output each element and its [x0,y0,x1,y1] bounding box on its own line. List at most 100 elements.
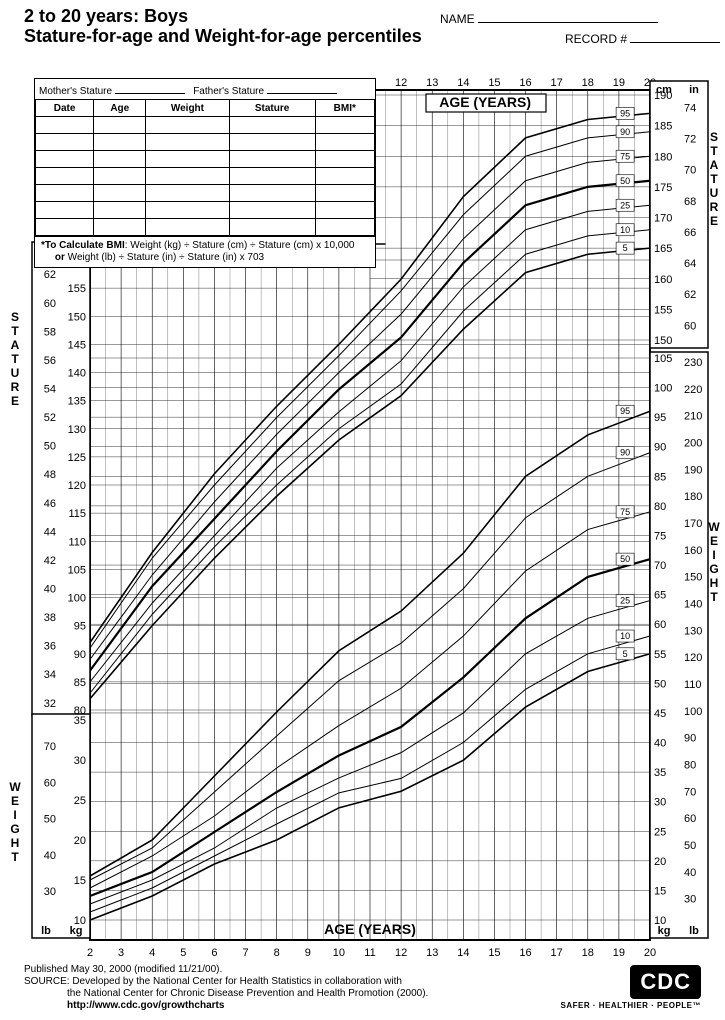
svg-text:100: 100 [684,706,702,718]
svg-text:175: 175 [654,182,672,194]
svg-text:190: 190 [684,464,702,476]
svg-text:56: 56 [44,355,56,367]
svg-text:35: 35 [654,767,666,779]
svg-text:19: 19 [613,77,625,89]
svg-text:72: 72 [684,134,696,146]
svg-text:50: 50 [654,678,666,690]
svg-text:3: 3 [118,947,124,959]
svg-text:50: 50 [684,840,696,852]
svg-text:40: 40 [44,850,56,862]
svg-text:25: 25 [654,826,666,838]
svg-text:90: 90 [620,448,630,458]
svg-text:150: 150 [68,311,86,323]
svg-text:100: 100 [654,383,672,395]
svg-text:40: 40 [684,867,696,879]
svg-text:48: 48 [44,469,56,481]
svg-text:110: 110 [684,679,702,691]
svg-text:200: 200 [684,437,702,449]
svg-text:140: 140 [684,598,702,610]
svg-text:60: 60 [44,777,56,789]
svg-text:115: 115 [68,508,86,520]
svg-text:75: 75 [654,530,666,542]
svg-text:20: 20 [644,947,656,959]
svg-text:80: 80 [654,501,666,513]
svg-text:AGE (YEARS): AGE (YEARS) [324,921,416,937]
bmi-note: *To Calculate BMI: Weight (kg) ÷ Stature… [35,236,375,267]
svg-text:7: 7 [242,947,248,959]
cdc-logo: CDC SAFER · HEALTHIER · PEOPLE™ [561,965,701,1010]
svg-text:180: 180 [684,491,702,503]
svg-text:70: 70 [44,741,56,753]
svg-text:85: 85 [74,677,86,689]
svg-text:5: 5 [623,243,628,253]
svg-text:230: 230 [684,357,702,369]
svg-text:42: 42 [44,555,56,567]
svg-text:130: 130 [684,625,702,637]
svg-text:5: 5 [623,649,628,659]
svg-text:2: 2 [87,947,93,959]
svg-text:16: 16 [519,77,531,89]
svg-text:95: 95 [74,621,86,633]
svg-text:85: 85 [654,471,666,483]
svg-text:30: 30 [44,886,56,898]
svg-text:155: 155 [68,283,86,295]
svg-text:13: 13 [426,947,438,959]
svg-text:50: 50 [44,814,56,826]
svg-text:170: 170 [684,518,702,530]
svg-text:10: 10 [620,225,630,235]
svg-text:58: 58 [44,326,56,338]
svg-text:14: 14 [457,77,469,89]
svg-text:8: 8 [274,947,280,959]
svg-text:13: 13 [426,77,438,89]
svg-text:15: 15 [74,875,86,887]
svg-text:65: 65 [654,590,666,602]
svg-text:70: 70 [654,560,666,572]
svg-text:64: 64 [684,258,696,270]
data-entry-table[interactable]: DateAgeWeightStatureBMI* [35,99,375,236]
svg-text:16: 16 [519,947,531,959]
svg-text:35: 35 [74,715,86,727]
svg-text:12: 12 [395,947,407,959]
svg-text:135: 135 [68,396,86,408]
footer-src1: SOURCE: Developed by the National Center… [24,976,402,988]
svg-text:38: 38 [44,612,56,624]
svg-text:140: 140 [68,368,86,380]
svg-text:165: 165 [654,243,672,255]
svg-text:120: 120 [684,652,702,664]
svg-text:95: 95 [620,406,630,416]
svg-text:14: 14 [457,947,469,959]
svg-text:44: 44 [44,526,56,538]
svg-text:50: 50 [620,176,630,186]
svg-text:45: 45 [654,708,666,720]
svg-text:15: 15 [654,885,666,897]
svg-text:75: 75 [620,507,630,517]
svg-text:100: 100 [68,593,86,605]
svg-text:52: 52 [44,412,56,424]
svg-text:32: 32 [44,698,56,710]
svg-text:62: 62 [44,269,56,281]
svg-text:185: 185 [654,121,672,133]
svg-text:155: 155 [654,304,672,316]
footer-pub: Published May 30, 2000 (modified 11/21/0… [24,964,222,976]
svg-text:50: 50 [620,554,630,564]
svg-text:160: 160 [654,274,672,286]
svg-text:25: 25 [620,200,630,210]
svg-text:40: 40 [44,584,56,596]
svg-text:50: 50 [44,441,56,453]
svg-text:145: 145 [68,339,86,351]
svg-text:lb: lb [689,925,699,937]
svg-text:80: 80 [684,759,696,771]
svg-text:60: 60 [654,619,666,631]
svg-text:46: 46 [44,498,56,510]
svg-text:10: 10 [333,947,345,959]
svg-text:68: 68 [684,196,696,208]
svg-text:95: 95 [654,412,666,424]
svg-text:5: 5 [180,947,186,959]
svg-text:20: 20 [74,835,86,847]
svg-text:105: 105 [654,353,672,365]
svg-text:70: 70 [684,786,696,798]
svg-text:55: 55 [654,649,666,661]
svg-text:54: 54 [44,383,56,395]
svg-text:30: 30 [684,894,696,906]
svg-text:110: 110 [68,536,86,548]
